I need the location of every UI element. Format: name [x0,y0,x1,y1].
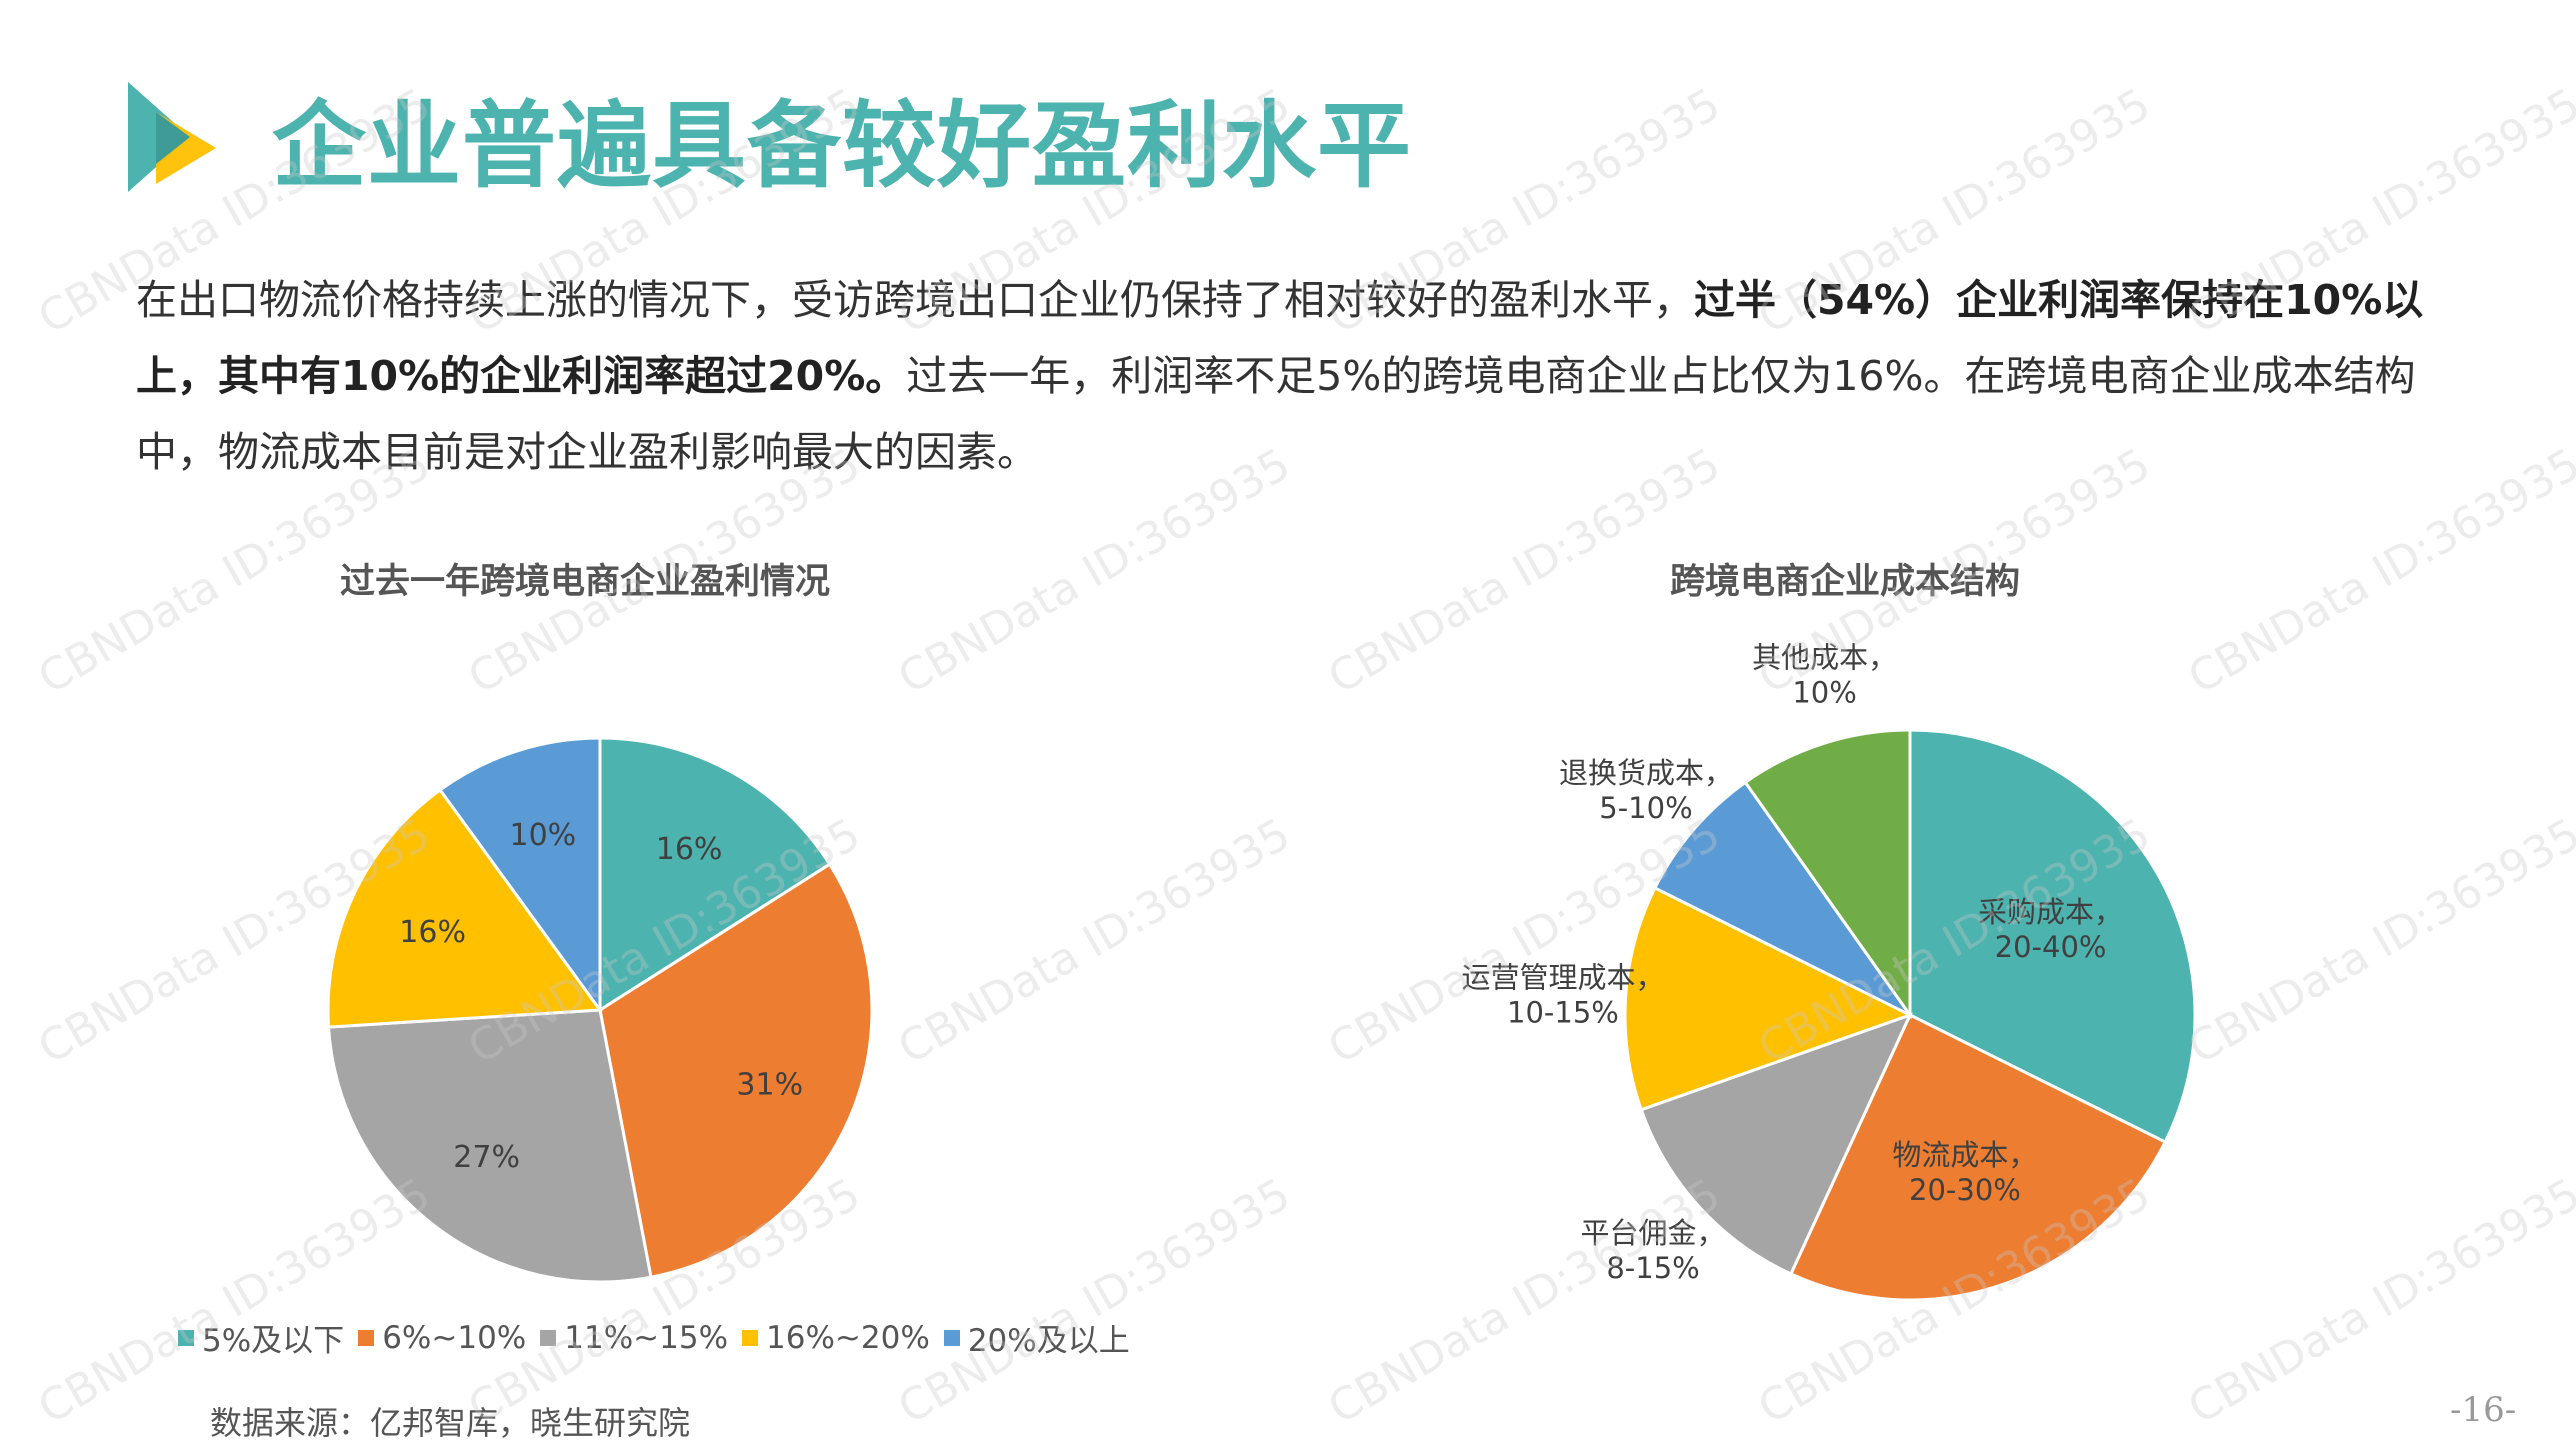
cost-pie-slice-5 [1743,728,1912,1020]
cost-pie-label-1: 物流成本， 20-30% [1892,1138,2037,1207]
legend-label: 16%~20% [766,1319,930,1356]
legend-swatch [742,1329,759,1346]
profit-pie-label-4: 10% [510,818,577,853]
profit-pie-slice-3 [326,787,603,1029]
intro-paragraph: 在出口物流价格持续上涨的情况下，受访跨境出口企业仍保持了相对较好的盈利水平，过半… [136,262,2476,490]
cost-pie-label-2: 平台佣金， 8-15% [1581,1216,1726,1285]
legend-label: 20%及以上 [967,1323,1130,1359]
legend-swatch [540,1329,557,1346]
legend-item-2: 11%~15% [540,1315,728,1360]
profit-chart-legend: 5%及以下 6%~10% 11%~15% 16%~20% 20%及以上 [178,1315,1130,1360]
legend-label: 11%~15% [564,1319,729,1356]
cost-pie-label-5: 其他成本， 10% [1752,641,1897,710]
legend-swatch [358,1329,375,1346]
legend-swatch [178,1329,194,1346]
cost-pie-slice-3 [1623,885,1914,1112]
watermark-text: CBNData ID:363935 [890,1168,1299,1435]
legend-label: 5%及以下 [202,1323,345,1359]
cost-pie-label-4: 退换货成本， 5-10% [1559,756,1733,825]
profit-pie-label-3: 16% [399,915,466,950]
legend-item-3: 16%~20% [742,1315,930,1360]
watermark-text: CBNData ID:363935 [890,808,1299,1075]
cost-pie-label-0: 采购成本， 20-40% [1978,895,2123,964]
profit-chart-title: 过去一年跨境电商企业盈利情况 [340,562,831,602]
cost-pie-slice-2 [1639,1012,1913,1276]
profit-pie-slice-1 [598,862,874,1279]
cost-pie-label-3: 运营管理成本， 10-15% [1461,961,1664,1030]
cost-pie-chart: 采购成本， 20-40% 物流成本， 20-30% 平台佣金， 8-15% 运营管理成本， 1… [1461,641,2197,1302]
logo-play-icon [128,82,216,192]
legend-item-4: 20%及以上 [943,1315,1130,1360]
data-source: 数据来源：亿邦智库，晓生研究院 [210,1404,691,1442]
cost-pie-slice-1 [1788,1012,2168,1302]
legend-swatch [943,1329,960,1346]
cost-pie-slice-0 [1908,728,2197,1145]
profit-pie-label-0: 16% [656,832,723,867]
legend-item-0: 5%及以下 [178,1315,344,1360]
profit-pie-slice-4 [438,736,602,1015]
intro-text-2: 过去一年，利润率不足5%的跨境电商企业占比仅为16%。在跨境电商企业成本结构中，… [136,352,2416,476]
profit-pie-label-2: 27% [453,1140,520,1175]
page-number: -16- [2450,1390,2517,1430]
profit-pie-slice-2 [326,1008,653,1284]
legend-item-1: 6%~10% [358,1315,526,1360]
intro-text-1: 在出口物流价格持续上涨的情况下，受访跨境出口企业仍保持了相对较好的盈利水平， [136,276,1694,324]
intro-bold-text: 过半（54%）企业利润率保持在10%以上，其中有10%的企业利润率超过20%。 [136,276,2424,400]
profit-pie-label-1: 31% [736,1067,803,1102]
cost-pie-slice-4 [1652,780,1912,1017]
profit-pie-slice-0 [598,736,832,1013]
legend-label: 6%~10% [382,1319,527,1356]
profit-pie-chart: 16% 31% 27% 16% 10% [326,736,874,1284]
page-title: 企业普遍具备较好盈利水平 [272,92,1413,201]
cost-chart-title: 跨境电商企业成本结构 [1670,562,2021,602]
